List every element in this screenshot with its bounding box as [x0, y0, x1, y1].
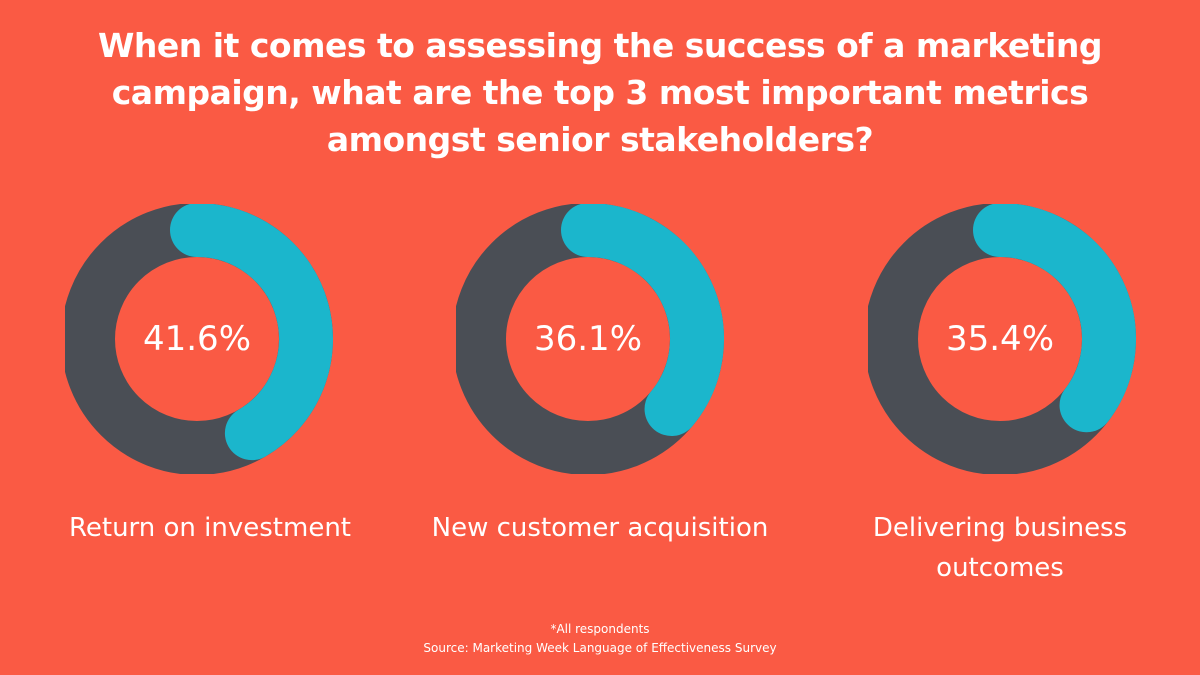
donut-chart-acquisition: 36.1% [456, 204, 736, 474]
title-line: amongst senior stakeholders? [326, 120, 874, 159]
donut-chart-roi: 41.6% [65, 204, 345, 474]
footnote-source: Source: Marketing Week Language of Effec… [423, 641, 777, 655]
chart-title: When it comes to assessing the success o… [40, 22, 1160, 163]
caption-line: Return on investment [68, 513, 351, 543]
donut-value-label: 36.1% [534, 319, 642, 359]
title-line: When it comes to assessing the success o… [98, 26, 1102, 65]
donut-value-arc [170, 204, 333, 461]
caption-line: outcomes [936, 553, 1064, 583]
donut-svg: 36.1% [456, 204, 724, 474]
donut-value-arc [561, 204, 724, 437]
caption-line: New customer acquisition [431, 513, 769, 543]
footnote-respondents: *All respondents [550, 622, 650, 636]
donut-caption-roi: Return on investment [20, 508, 400, 548]
caption-line: Delivering business [872, 513, 1128, 543]
donut-caption-outcomes: Delivering business outcomes [810, 508, 1190, 588]
donut-value-arc [973, 204, 1136, 433]
donut-value-label: 41.6% [143, 319, 251, 359]
donut-chart-outcomes: 35.4% [868, 204, 1148, 474]
donut-caption-acquisition: New customer acquisition [410, 508, 790, 548]
donut-value-label: 35.4% [946, 319, 1054, 359]
donut-svg: 35.4% [868, 204, 1136, 474]
footnote: *All respondents Source: Marketing Week … [250, 620, 950, 658]
title-line: campaign, what are the top 3 most import… [111, 73, 1089, 112]
donut-svg: 41.6% [65, 204, 333, 474]
